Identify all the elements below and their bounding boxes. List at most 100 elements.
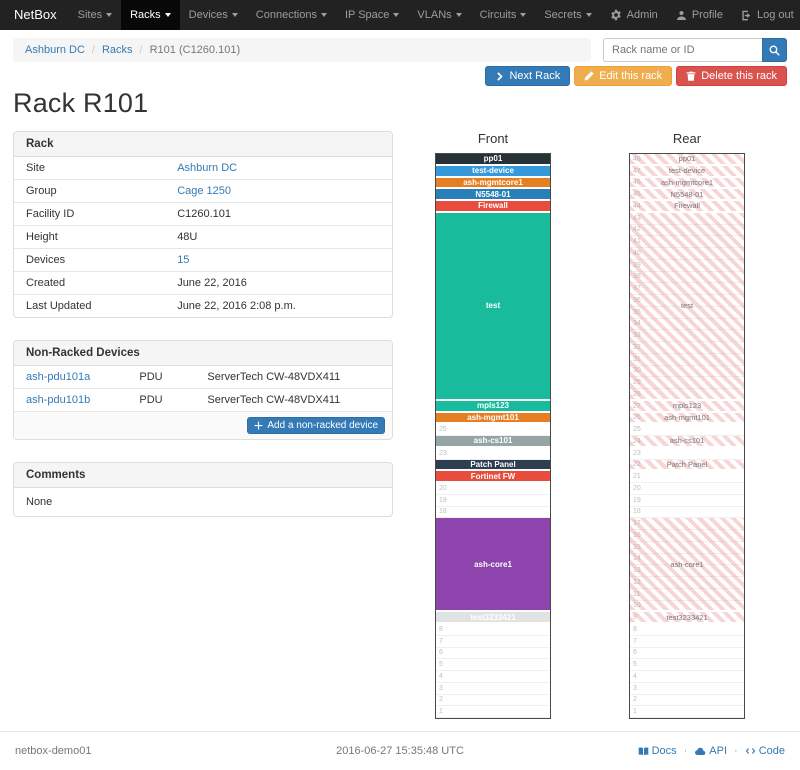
unit-number: 6 (439, 649, 443, 657)
device-link[interactable]: ash-pdu101a (26, 371, 91, 383)
rack-device-front-ash-cs101[interactable]: ash-cs101 (436, 436, 550, 448)
gear-icon (610, 9, 622, 21)
rack-unit-front-18: 18 (436, 507, 550, 519)
rack-device-rear-ash-cs101[interactable]: ash-cs101 (630, 436, 744, 448)
site-link[interactable]: Ashburn DC (177, 162, 238, 174)
rack-device-front-mpls123[interactable]: mpls123 (436, 400, 550, 413)
plus-icon (254, 421, 263, 430)
rack-unit-rear-5: 5 (630, 659, 744, 671)
api-link[interactable]: API (694, 745, 727, 757)
unit-number: 8 (439, 625, 443, 633)
nav-item-ip-space[interactable]: IP Space (336, 0, 408, 30)
unit-number: 5 (633, 661, 637, 669)
rack-device-front-pp01[interactable]: pp01 (436, 154, 550, 166)
nav-item-profile[interactable]: Profile (667, 0, 732, 30)
docs-link[interactable]: Docs (638, 745, 677, 757)
rack-unit-rear-15: 15 (630, 542, 744, 554)
code-link[interactable]: Code (745, 745, 785, 757)
nav-item-sites[interactable]: Sites (69, 0, 121, 30)
unit-number: 17 (630, 520, 641, 527)
unit-number: 25 (633, 426, 641, 434)
nav-item-connections[interactable]: Connections (247, 0, 336, 30)
rack-unit-rear-39: 39 (630, 260, 744, 272)
rack-unit-rear-32: 32 (630, 342, 744, 354)
rack-device-rear-ash-mgmtcore1[interactable]: ash-mgmtcore1 (630, 177, 744, 190)
nav-item-circuits[interactable]: Circuits (471, 0, 536, 30)
rack-device-rear-ash-core1[interactable]: ash-core1 (630, 518, 744, 613)
unit-number: 10 (630, 602, 641, 609)
attr-row-height: Height 48U (14, 225, 392, 249)
comments-value: None (26, 496, 53, 508)
nav-item-logout[interactable]: Log out (732, 0, 800, 30)
attr-row-site: Site Ashburn DC (26, 162, 238, 174)
rack-device-rear-test[interactable]: test (630, 212, 744, 401)
rack-device-rear-test3233421[interactable]: test3233421 (630, 612, 744, 624)
rack-device-rear-pp01[interactable]: pp01 (630, 154, 744, 166)
rack-device-front-firewall[interactable]: Firewall (436, 201, 550, 213)
rack-device-rear-n5548-01[interactable]: N5548-01 (630, 189, 744, 201)
comments-panel: Comments None (13, 462, 393, 517)
nav-item-racks[interactable]: Racks (121, 0, 180, 30)
nav-item-devices[interactable]: Devices (180, 0, 247, 30)
panel-footer: Add a non-racked device (14, 411, 392, 439)
devices-count-link[interactable]: 15 (177, 254, 190, 266)
unit-number: 23 (439, 449, 447, 457)
nav-item-vlans[interactable]: VLANs (408, 0, 470, 30)
edit-rack-button[interactable]: Edit this rack (574, 66, 673, 86)
rack-device-front-test[interactable]: test (436, 212, 550, 401)
trash-icon (686, 71, 696, 81)
rack-device-front-fortinet-fw[interactable]: Fortinet FW (436, 471, 550, 483)
non-racked-row: ash-pdu101a PDU ServerTech CW-48VDX411 (14, 366, 392, 389)
delete-rack-button[interactable]: Delete this rack (676, 66, 787, 86)
group-link[interactable]: Cage 1250 (177, 185, 232, 197)
rack-device-rear-test-device[interactable]: test-device (630, 165, 744, 178)
unit-number: 2 (633, 696, 637, 704)
rack-unit-rear-8: 8 (630, 624, 744, 636)
unit-number: 6 (633, 649, 637, 657)
breadcrumb-site-link[interactable]: Ashburn DC (25, 44, 85, 56)
rack-device-front-patch-panel[interactable]: Patch Panel (436, 459, 550, 472)
breadcrumb-racks-link[interactable]: Racks (101, 44, 133, 56)
rack-device-rear-firewall[interactable]: Firewall (630, 201, 744, 213)
next-rack-button[interactable]: Next Rack (485, 66, 571, 86)
navbar-right: Admin Profile Log out (601, 0, 800, 30)
search-button[interactable] (762, 38, 787, 62)
unit-number: 15 (630, 544, 641, 551)
rack-unit-rear-38: 38 (630, 272, 744, 284)
rack-device-rear-patch-panel[interactable]: Patch Panel (630, 459, 744, 472)
rack-unit-rear-14: 14 (630, 554, 744, 566)
rack-device-front-ash-core1[interactable]: ash-core1 (436, 518, 550, 613)
created-value: June 22, 2016 (165, 271, 392, 295)
rack-unit-rear-30: 30 (630, 366, 744, 378)
device-type: ServerTech CW-48VDX411 (195, 388, 392, 411)
rack-unit-rear-29: 29 (630, 377, 744, 389)
rack-unit-rear-25: 25 (630, 424, 744, 436)
nav-label: Log out (757, 9, 794, 21)
unit-number: 27 (630, 403, 641, 410)
front-elevation: Front 4847464544434241403938373635343332… (435, 131, 551, 719)
rack-device-rear-mpls123[interactable]: mpls123 (630, 400, 744, 413)
nav-item-secrets[interactable]: Secrets (535, 0, 600, 30)
unit-number: 37 (630, 285, 641, 292)
add-non-racked-device-button[interactable]: Add a non-racked device (247, 417, 385, 434)
rack-device-front-test-device[interactable]: test-device (436, 165, 550, 178)
unit-number: 40 (630, 250, 641, 257)
rack-device-front-test3233421[interactable]: test3233421 (436, 612, 550, 624)
chevron-down-icon (520, 13, 527, 17)
rack-device-rear-ash-mgmt101[interactable]: ash-mgmt101 (630, 412, 744, 425)
device-link[interactable]: ash-pdu101b (26, 394, 91, 406)
rack-device-front-ash-mgmt101[interactable]: ash-mgmt101 (436, 412, 550, 425)
unit-number: 43 (630, 215, 641, 222)
rack-device-front-ash-mgmtcore1[interactable]: ash-mgmtcore1 (436, 177, 550, 190)
attr-row-group: Group Cage 1250 (14, 179, 392, 203)
rack-device-front-n5548-01[interactable]: N5548-01 (436, 189, 550, 201)
link-label: Docs (651, 745, 677, 757)
separator-dot: · (734, 745, 738, 757)
rack-unit-rear-12: 12 (630, 577, 744, 589)
device-role: PDU (139, 371, 163, 383)
rack-unit-front-23: 23 (436, 448, 550, 460)
search-input[interactable] (603, 38, 762, 62)
brand-link[interactable]: NetBox (14, 7, 57, 22)
server-time: 2016-06-27 15:35:48 UTC (336, 745, 464, 757)
nav-item-admin[interactable]: Admin (601, 0, 667, 30)
